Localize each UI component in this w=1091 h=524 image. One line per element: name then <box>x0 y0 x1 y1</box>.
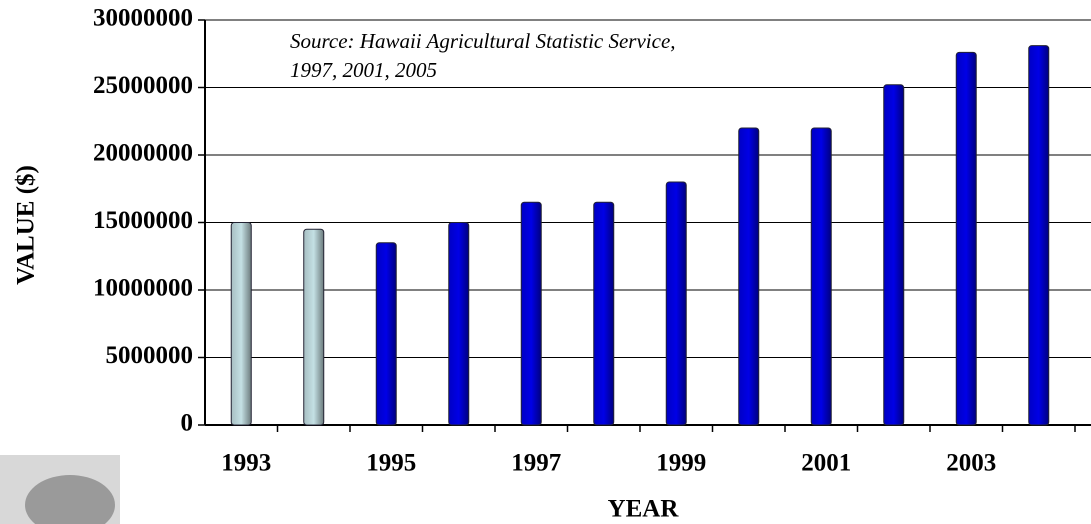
bar <box>593 201 615 426</box>
bar <box>738 127 760 426</box>
bar <box>520 201 542 426</box>
y-tick-label: 20000000 <box>93 140 193 167</box>
y-tick-label: 10000000 <box>93 275 193 302</box>
bar <box>448 222 470 426</box>
x-tick-label: 1995 <box>366 450 416 477</box>
bar <box>1028 45 1050 426</box>
annotation: 1997, 2001, 2005 <box>290 58 437 82</box>
y-axis-label: VALUE ($) <box>13 165 40 285</box>
x-axis-label: YEAR <box>608 496 680 523</box>
x-tick-label: 1999 <box>656 450 706 477</box>
x-tick-label: 1997 <box>511 450 561 477</box>
bar <box>665 181 687 426</box>
y-tick-label: 25000000 <box>93 72 193 99</box>
x-tick-label: 2001 <box>801 450 851 477</box>
bar <box>883 84 905 426</box>
y-tick-label: 0 <box>181 410 194 437</box>
bar <box>303 228 325 426</box>
bar <box>375 242 397 426</box>
bar <box>230 222 252 426</box>
y-tick-label: 15000000 <box>93 207 193 234</box>
y-tick-label: 5000000 <box>106 342 194 369</box>
photo-figure <box>25 475 115 524</box>
y-tick-label: 30000000 <box>93 5 193 32</box>
x-tick-label: 1993 <box>221 450 271 477</box>
annotation: Source: Hawaii Agricultural Statistic Se… <box>290 29 676 53</box>
bar <box>955 51 977 426</box>
bar <box>810 127 832 426</box>
x-tick-label: 2003 <box>946 450 996 477</box>
